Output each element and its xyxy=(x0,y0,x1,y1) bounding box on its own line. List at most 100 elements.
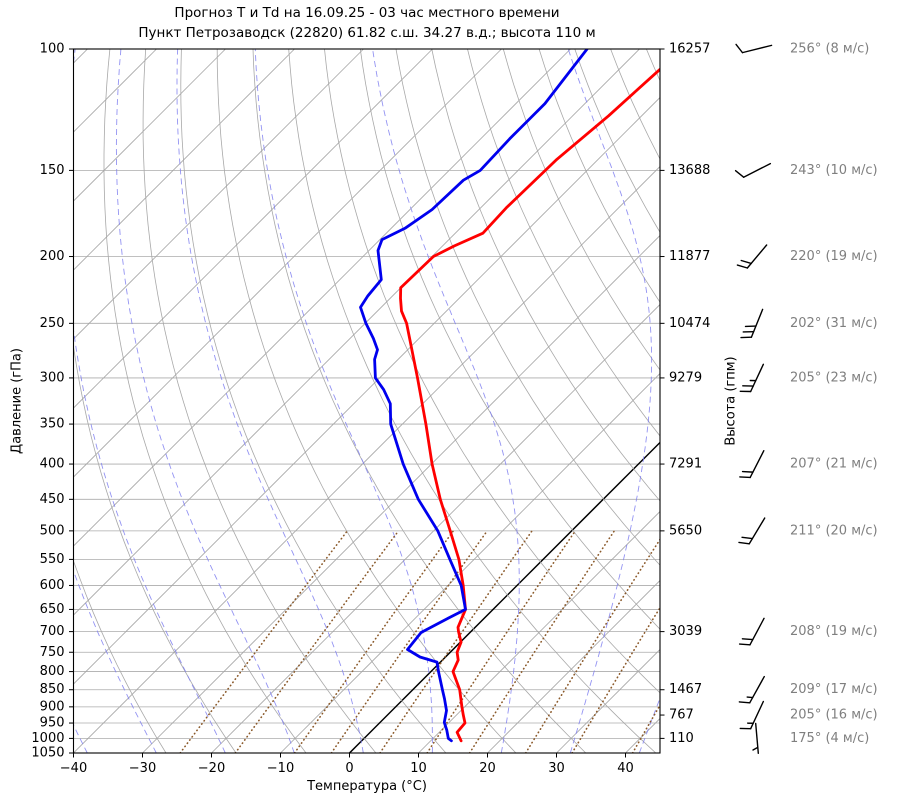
pressure-tick-label: 150 xyxy=(40,163,65,178)
isotherm xyxy=(73,49,295,271)
pressure-tick-label: 700 xyxy=(40,624,65,639)
height-tick-label: 3039 xyxy=(669,624,702,639)
pressure-tick-label: 800 xyxy=(40,664,65,679)
dry-adiabat xyxy=(574,49,660,233)
wind-barb xyxy=(738,517,766,545)
wind-barb-shaft xyxy=(750,308,764,338)
isotherm xyxy=(142,234,660,753)
isotherm xyxy=(280,372,660,753)
wind-label: 205° (23 м/с) xyxy=(790,370,878,385)
temperature-tick-label: 30 xyxy=(548,761,565,776)
moist-adiabat xyxy=(73,569,157,753)
moist-adiabat xyxy=(176,49,364,753)
zero-isotherm xyxy=(348,441,660,753)
isotherm xyxy=(556,648,660,753)
wind-barb xyxy=(752,722,760,755)
dry-adiabat xyxy=(73,49,237,753)
wind-label: 207° (21 м/с) xyxy=(790,457,878,472)
isotherm xyxy=(73,49,502,478)
chart-subtitle: Пункт Петрозаводск (22820) 61.82 с.ш. 34… xyxy=(138,25,596,41)
plot-frame xyxy=(72,48,661,754)
wind-barb-feather xyxy=(739,390,752,393)
wind-barb-shaft xyxy=(742,162,772,178)
temperature-tick-label: −30 xyxy=(129,761,156,776)
chart-title: Прогноз Т и Td на 16.09.25 - 03 час мест… xyxy=(174,5,560,21)
dry-adiabat xyxy=(718,49,900,753)
wind-label: 202° (31 м/с) xyxy=(790,316,878,331)
wind-barb-shaft xyxy=(749,450,765,479)
dry-adiabat xyxy=(538,49,660,303)
wind-barb-feather xyxy=(740,259,752,265)
pressure-tick-label: 500 xyxy=(40,523,65,538)
isotherm xyxy=(73,49,364,340)
mixing-ratio-line xyxy=(468,530,616,753)
height-tick-label: 110 xyxy=(669,731,694,746)
wind-label: 208° (19 м/с) xyxy=(790,624,878,639)
dry-adiabat xyxy=(502,49,660,371)
height-tick-label: 16257 xyxy=(669,42,710,57)
temperature-tick-label: −10 xyxy=(267,761,294,776)
temperature-tick-label: 40 xyxy=(617,761,634,776)
wind-barb-shaft xyxy=(749,700,765,730)
height-tick-label: 5650 xyxy=(669,523,702,538)
wind-barb-feather xyxy=(742,385,754,387)
dry-adiabat xyxy=(288,49,657,753)
wind-barb-half-feather xyxy=(746,696,754,699)
dry-adiabat xyxy=(142,49,377,753)
pressure-tick-label: 400 xyxy=(40,457,65,472)
wind-barb xyxy=(740,308,764,339)
isotherm xyxy=(73,49,571,547)
pressure-tick-label: 850 xyxy=(40,682,65,697)
wind-barb xyxy=(736,244,768,269)
dry-adiabat xyxy=(467,49,660,437)
moist-adiabat xyxy=(372,49,520,753)
dry-adiabat xyxy=(324,49,660,694)
wind-barb-feather xyxy=(741,536,754,540)
dewpoint-curve xyxy=(359,49,589,743)
isotherm xyxy=(211,303,660,753)
wind-barb xyxy=(739,363,765,393)
height-tick-label: 9279 xyxy=(669,370,702,385)
wind-barb xyxy=(739,450,765,479)
wind-label: 209° (17 м/с) xyxy=(790,682,878,697)
wind-barb xyxy=(738,617,765,646)
wind-barb-shaft xyxy=(741,44,773,54)
axis-tick-labels: 1001502002503003504004505005506006507007… xyxy=(31,42,710,777)
isotherm xyxy=(73,165,660,753)
dry-adiabat xyxy=(682,49,900,753)
wind-barb-shaft xyxy=(754,722,760,755)
wind-barb-feather xyxy=(738,541,750,545)
moist-adiabat xyxy=(115,49,295,753)
wind-barb-shaft xyxy=(746,244,768,269)
height-tick-label: 1467 xyxy=(669,682,702,697)
wind-barb-shaft xyxy=(749,675,765,704)
wind-label: 205° (16 м/с) xyxy=(790,708,878,723)
pressure-tick-label: 1050 xyxy=(31,746,64,761)
pressure-tick-label: 100 xyxy=(40,42,65,57)
dry-adiabat xyxy=(431,49,660,502)
height-tick-label: 7291 xyxy=(669,457,702,472)
wind-label: 220° (19 м/с) xyxy=(790,249,878,264)
mixing-ratio-lines xyxy=(179,530,660,753)
isotherm xyxy=(73,49,640,616)
wind-label: 175° (4 м/с) xyxy=(790,731,869,746)
mixing-ratio-line xyxy=(179,530,349,753)
wind-barb xyxy=(735,43,773,54)
pressure-gridlines xyxy=(73,49,660,753)
temperature-tick-label: −40 xyxy=(60,761,87,776)
moist-adiabat xyxy=(254,49,433,753)
moist-adiabat xyxy=(567,49,653,753)
dry-adiabat xyxy=(180,49,447,753)
temperature-tick-label: 0 xyxy=(345,761,353,776)
height-tick-label: 767 xyxy=(669,708,694,723)
wind-barb-feather xyxy=(739,476,751,479)
wind-barb-feather xyxy=(744,325,757,328)
isotherm xyxy=(0,49,19,753)
wind-barb-shaft xyxy=(749,617,765,646)
moist-adiabats xyxy=(73,49,660,753)
dry-adiabat xyxy=(395,49,660,566)
wind-barb-feather xyxy=(741,470,754,473)
wind-barb-feather xyxy=(741,638,754,641)
mixing-ratio-line xyxy=(524,538,660,753)
isotherm xyxy=(625,717,660,753)
